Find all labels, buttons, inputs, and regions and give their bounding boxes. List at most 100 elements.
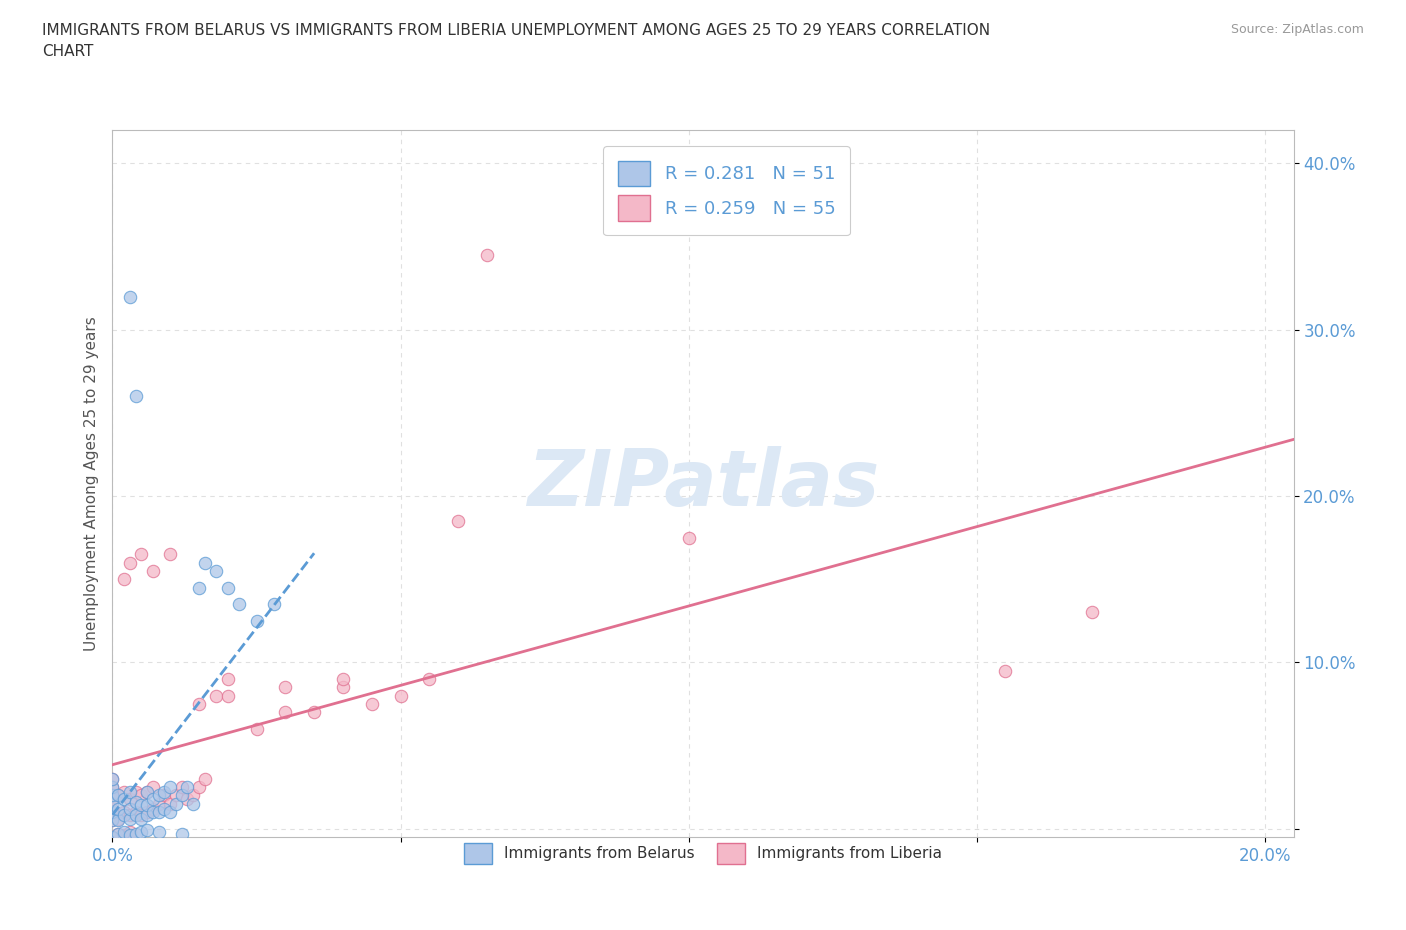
- Point: [101, 791, 124, 806]
- Point: [112, 808, 135, 823]
- Point: [447, 513, 470, 528]
- Point: [107, 788, 129, 803]
- Point: [101, 813, 124, 828]
- Point: [101, 802, 124, 817]
- Point: [112, 785, 135, 800]
- Point: [124, 808, 146, 823]
- Point: [107, 826, 129, 841]
- Point: [170, 788, 193, 803]
- Point: [101, 771, 124, 786]
- Point: [124, 826, 146, 841]
- Point: [205, 564, 228, 578]
- Point: [159, 547, 181, 562]
- Point: [101, 771, 124, 786]
- Point: [142, 564, 165, 578]
- Point: [389, 688, 412, 703]
- Point: [217, 688, 239, 703]
- Point: [153, 785, 176, 800]
- Point: [107, 788, 129, 803]
- Point: [165, 788, 187, 803]
- Point: [107, 802, 129, 817]
- Point: [148, 825, 170, 840]
- Point: [136, 785, 159, 800]
- Point: [194, 771, 217, 786]
- Point: [129, 788, 152, 803]
- Point: [101, 779, 124, 794]
- Point: [124, 389, 146, 404]
- Point: [148, 796, 170, 811]
- Point: [101, 830, 124, 844]
- Point: [118, 825, 141, 840]
- Point: [205, 688, 228, 703]
- Point: [165, 796, 187, 811]
- Point: [118, 808, 141, 823]
- Point: [124, 804, 146, 819]
- Point: [129, 825, 152, 840]
- Point: [176, 791, 198, 806]
- Point: [245, 722, 267, 737]
- Point: [118, 828, 141, 843]
- Point: [136, 798, 159, 813]
- Point: [118, 785, 141, 800]
- Point: [332, 680, 354, 695]
- Point: [124, 794, 146, 809]
- Text: ZIPatlas: ZIPatlas: [527, 445, 879, 522]
- Point: [136, 804, 159, 819]
- Point: [332, 671, 354, 686]
- Point: [129, 808, 152, 823]
- Point: [118, 289, 141, 304]
- Legend: Immigrants from Belarus, Immigrants from Liberia: Immigrants from Belarus, Immigrants from…: [457, 835, 949, 871]
- Point: [170, 826, 193, 841]
- Point: [101, 830, 124, 844]
- Point: [142, 802, 165, 817]
- Point: [118, 791, 141, 806]
- Point: [136, 823, 159, 838]
- Point: [129, 547, 152, 562]
- Point: [142, 779, 165, 794]
- Point: [187, 779, 209, 794]
- Point: [148, 788, 170, 803]
- Point: [274, 680, 297, 695]
- Point: [194, 555, 217, 570]
- Point: [153, 802, 176, 817]
- Point: [228, 597, 250, 612]
- Point: [136, 808, 159, 823]
- Point: [112, 804, 135, 819]
- Point: [118, 802, 141, 817]
- Point: [1081, 605, 1104, 620]
- Point: [112, 791, 135, 806]
- Text: Source: ZipAtlas.com: Source: ZipAtlas.com: [1230, 23, 1364, 36]
- Point: [245, 614, 267, 629]
- Point: [107, 811, 129, 826]
- Point: [263, 597, 285, 612]
- Point: [187, 697, 209, 711]
- Point: [112, 572, 135, 587]
- Text: IMMIGRANTS FROM BELARUS VS IMMIGRANTS FROM LIBERIA UNEMPLOYMENT AMONG AGES 25 TO: IMMIGRANTS FROM BELARUS VS IMMIGRANTS FR…: [42, 23, 990, 60]
- Point: [142, 804, 165, 819]
- Y-axis label: Unemployment Among Ages 25 to 29 years: Unemployment Among Ages 25 to 29 years: [83, 316, 98, 651]
- Point: [274, 705, 297, 720]
- Point: [159, 804, 181, 819]
- Point: [217, 580, 239, 595]
- Point: [170, 779, 193, 794]
- Point: [118, 555, 141, 570]
- Point: [176, 779, 198, 794]
- Point: [112, 825, 135, 840]
- Point: [118, 811, 141, 826]
- Point: [107, 813, 129, 828]
- Point: [101, 796, 124, 811]
- Point: [994, 663, 1017, 678]
- Point: [101, 804, 124, 819]
- Point: [360, 697, 382, 711]
- Point: [148, 804, 170, 819]
- Point: [101, 779, 124, 794]
- Point: [159, 779, 181, 794]
- Point: [142, 791, 165, 806]
- Point: [124, 785, 146, 800]
- Point: [101, 788, 124, 803]
- Point: [112, 828, 135, 843]
- Point: [418, 671, 440, 686]
- Point: [302, 705, 325, 720]
- Point: [187, 580, 209, 595]
- Point: [153, 788, 176, 803]
